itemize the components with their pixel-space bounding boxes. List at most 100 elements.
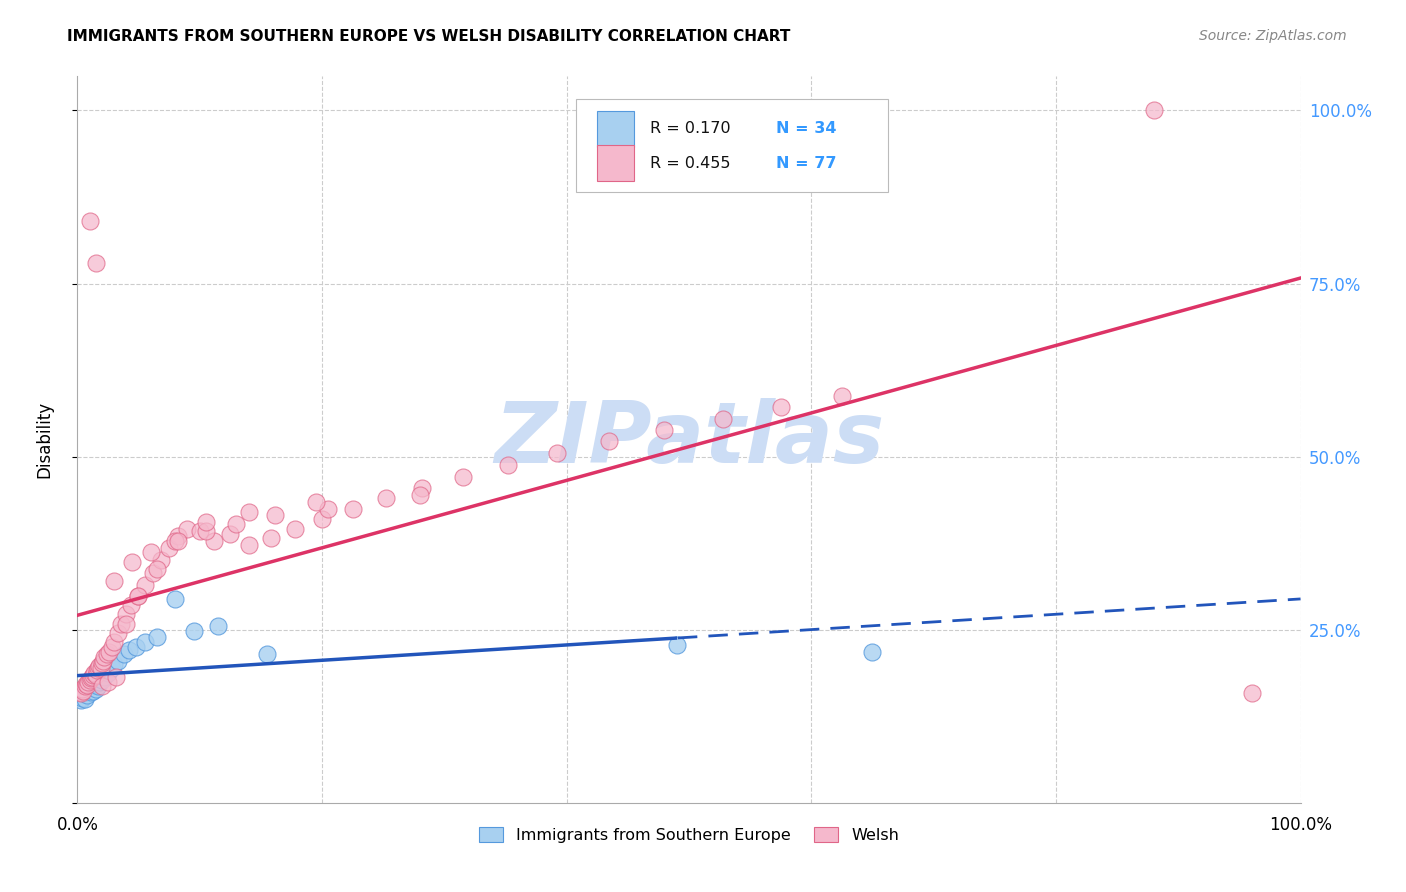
Point [97,674,120,689]
Point [84,667,107,681]
Point [103,657,125,672]
Point [194,524,217,539]
Point [238,538,260,552]
Point [496,458,519,472]
Point [316,501,339,516]
Point [202,534,225,549]
Text: ZIPatlas: ZIPatlas [494,398,884,481]
Point [73,692,96,706]
Point [97,665,120,680]
Point [134,578,156,592]
Point [374,491,396,505]
Point [127,590,149,604]
Point [238,505,260,519]
Legend: Immigrants from Southern Europe, Welsh: Immigrants from Southern Europe, Welsh [472,821,905,849]
Point [90,661,112,675]
Point [176,522,198,536]
Point [107,654,129,668]
Point [311,512,333,526]
Point [75,685,97,699]
Point [90,680,112,694]
Point [127,590,149,604]
Point [157,541,180,555]
Point [711,411,734,425]
Point [75,676,97,690]
FancyBboxPatch shape [576,99,889,192]
Point [146,630,169,644]
Point [115,607,138,622]
Point [100,640,122,654]
Point [73,680,96,694]
Point [80,671,103,685]
Point [769,400,792,414]
Point [166,529,188,543]
Point [598,434,620,449]
Point [76,678,98,692]
Point [284,522,307,536]
Point [87,661,110,675]
Point [70,681,93,696]
Point [79,673,101,687]
Point [194,516,217,530]
Point [69,689,91,703]
Point [100,661,122,675]
Point [84,681,107,696]
Point [79,681,101,696]
Point [1240,686,1263,700]
Point [166,534,188,549]
Point [93,670,115,684]
Point [342,501,364,516]
Point [105,670,128,684]
Point [110,617,132,632]
Point [72,683,94,698]
Point [107,626,129,640]
Text: N = 34: N = 34 [776,121,837,136]
Point [70,693,93,707]
Point [86,663,108,677]
Text: R = 0.170: R = 0.170 [650,121,731,136]
FancyBboxPatch shape [598,145,634,181]
Point [451,470,474,484]
Point [149,553,172,567]
Point [91,654,114,668]
Point [1143,103,1166,118]
Point [225,517,247,532]
Point [89,674,111,689]
Point [87,680,110,694]
Point [83,678,105,692]
Point [219,527,242,541]
Point [139,545,162,559]
Point [84,256,107,270]
Point [112,647,135,661]
Point [70,690,93,705]
Point [264,508,287,523]
Point [305,494,328,508]
Point [70,686,93,700]
Point [256,647,278,661]
Point [98,645,121,659]
Point [80,685,103,699]
Point [115,617,138,632]
Point [103,635,125,649]
Point [165,591,187,606]
Point [83,665,105,680]
Point [120,599,142,613]
Point [165,534,187,549]
Point [72,686,94,700]
Point [79,214,101,228]
Point [207,619,229,633]
Point [103,574,125,589]
Point [654,423,676,437]
Point [80,680,103,694]
Point [69,685,91,699]
Point [90,656,112,670]
Point [90,673,112,687]
Point [259,531,281,545]
Point [125,640,148,654]
Point [121,555,143,569]
Point [118,643,141,657]
Point [831,389,853,403]
Point [411,481,433,495]
Point [82,667,104,681]
Point [89,658,111,673]
